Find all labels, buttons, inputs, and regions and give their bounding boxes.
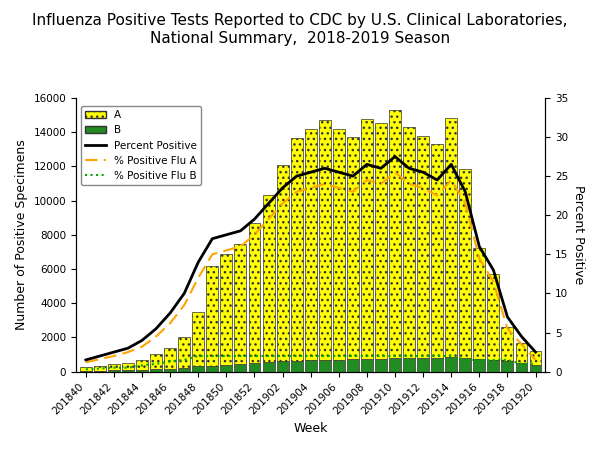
Bar <box>403 127 415 358</box>
Bar <box>361 119 373 359</box>
Bar <box>319 360 331 372</box>
Bar <box>150 354 162 369</box>
Bar <box>94 371 106 372</box>
Bar <box>235 364 247 372</box>
Bar <box>277 165 289 361</box>
Bar <box>403 358 415 372</box>
Bar <box>515 342 527 363</box>
Bar <box>502 327 514 361</box>
Bar <box>263 362 275 372</box>
Bar <box>361 359 373 372</box>
Bar <box>530 351 541 365</box>
Bar <box>277 361 289 372</box>
Bar <box>375 359 387 372</box>
Bar <box>431 358 443 372</box>
Bar <box>389 110 401 358</box>
Bar <box>164 348 176 369</box>
Bar <box>94 366 106 371</box>
Bar <box>80 371 92 372</box>
Bar <box>122 363 134 370</box>
Bar <box>305 129 317 360</box>
Bar <box>515 363 527 372</box>
Bar <box>136 360 148 370</box>
Bar <box>206 366 218 372</box>
Bar <box>178 368 190 372</box>
Bar <box>389 358 401 372</box>
Bar <box>487 274 499 360</box>
Bar <box>122 370 134 372</box>
Bar <box>248 363 260 372</box>
Bar <box>417 135 429 358</box>
Bar <box>193 366 204 372</box>
Bar <box>417 358 429 372</box>
Bar <box>108 370 120 372</box>
Bar <box>136 370 148 372</box>
Bar <box>193 312 204 366</box>
Bar <box>108 364 120 370</box>
Bar <box>375 122 387 359</box>
Text: Influenza Positive Tests Reported to CDC by U.S. Clinical Laboratories,
National: Influenza Positive Tests Reported to CDC… <box>32 14 568 46</box>
Legend: A, B, Percent Positive, % Positive Flu A, % Positive Flu B: A, B, Percent Positive, % Positive Flu A… <box>81 106 201 185</box>
Bar <box>445 118 457 357</box>
Bar <box>319 120 331 360</box>
Bar <box>206 266 218 366</box>
Bar <box>459 169 471 358</box>
Bar <box>263 194 275 362</box>
Bar <box>290 360 302 372</box>
Y-axis label: Percent Positive: Percent Positive <box>572 185 585 284</box>
Bar <box>150 369 162 372</box>
Bar <box>164 369 176 372</box>
Bar <box>347 359 359 372</box>
Bar <box>333 360 345 372</box>
Bar <box>530 365 541 372</box>
Bar <box>487 360 499 372</box>
Bar <box>445 357 457 372</box>
Bar <box>178 337 190 368</box>
Bar <box>248 223 260 363</box>
Bar <box>347 137 359 359</box>
Bar <box>473 359 485 372</box>
Bar <box>305 360 317 372</box>
X-axis label: Week: Week <box>293 422 328 435</box>
Bar <box>459 358 471 372</box>
Bar <box>333 129 345 360</box>
Bar <box>431 144 443 358</box>
Bar <box>80 367 92 371</box>
Bar <box>473 248 485 359</box>
Bar <box>235 244 247 364</box>
Bar <box>220 365 232 372</box>
Bar <box>290 138 302 360</box>
Bar <box>220 254 232 365</box>
Bar <box>502 361 514 372</box>
Y-axis label: Number of Positive Specimens: Number of Positive Specimens <box>15 140 28 330</box>
